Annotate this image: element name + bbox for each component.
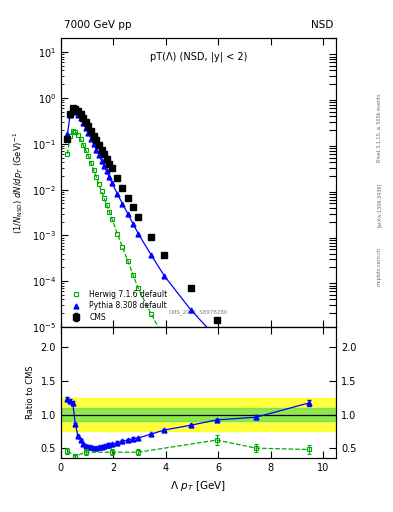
Herwig 7.1.6 default — [97, 181, 101, 187]
Herwig 7.1.6 default — [136, 285, 141, 291]
Bar — [61, 398, 336, 431]
Pythia 8.308 default — [188, 307, 193, 313]
Pythia 8.308 default — [115, 190, 119, 197]
Pythia 8.308 default — [110, 180, 114, 186]
Pythia 8.308 default — [105, 168, 109, 175]
Pythia 8.308 default — [81, 120, 86, 126]
Herwig 7.1.6 default — [215, 418, 219, 424]
Herwig 7.1.6 default — [107, 208, 112, 215]
Text: Rivet 3.1.10, ≥ 500k events: Rivet 3.1.10, ≥ 500k events — [377, 94, 382, 162]
Text: [arXiv:1306.3436]: [arXiv:1306.3436] — [377, 183, 382, 227]
Line: Herwig 7.1.6 default: Herwig 7.1.6 default — [65, 129, 311, 512]
Text: NSD: NSD — [311, 20, 333, 30]
Herwig 7.1.6 default — [120, 244, 125, 250]
Pythia 8.308 default — [97, 152, 101, 158]
Herwig 7.1.6 default — [70, 128, 75, 134]
Pythia 8.308 default — [125, 210, 130, 217]
Pythia 8.308 default — [120, 201, 125, 207]
Herwig 7.1.6 default — [86, 154, 91, 160]
Pythia 8.308 default — [136, 230, 141, 237]
Pythia 8.308 default — [107, 174, 112, 180]
Y-axis label: $(1/N_\mathrm{NSD})\ dN/dp_T\ (\mathrm{GeV})^{-1}$: $(1/N_\mathrm{NSD})\ dN/dp_T\ (\mathrm{G… — [12, 132, 26, 234]
Pythia 8.308 default — [102, 163, 107, 169]
Pythia 8.308 default — [73, 109, 78, 115]
Pythia 8.308 default — [78, 115, 83, 121]
Pythia 8.308 default — [89, 136, 94, 142]
Herwig 7.1.6 default — [105, 202, 109, 208]
Pythia 8.308 default — [70, 108, 75, 114]
Herwig 7.1.6 default — [115, 230, 119, 237]
Herwig 7.1.6 default — [99, 188, 104, 194]
Text: CMS_2011_S8978280: CMS_2011_S8978280 — [169, 310, 228, 315]
Herwig 7.1.6 default — [254, 463, 259, 470]
Herwig 7.1.6 default — [91, 167, 96, 173]
Text: 7000 GeV pp: 7000 GeV pp — [64, 20, 131, 30]
Herwig 7.1.6 default — [65, 151, 70, 157]
Herwig 7.1.6 default — [81, 142, 86, 148]
Pythia 8.308 default — [254, 365, 259, 371]
Pythia 8.308 default — [83, 125, 88, 131]
Herwig 7.1.6 default — [73, 129, 78, 135]
Herwig 7.1.6 default — [162, 336, 167, 342]
Line: Pythia 8.308 default: Pythia 8.308 default — [65, 109, 311, 399]
Herwig 7.1.6 default — [149, 311, 154, 317]
Herwig 7.1.6 default — [75, 132, 80, 138]
Pythia 8.308 default — [68, 112, 72, 118]
Pythia 8.308 default — [91, 141, 96, 147]
Text: mcplots.cern.ch: mcplots.cern.ch — [377, 247, 382, 286]
Pythia 8.308 default — [65, 132, 70, 138]
Pythia 8.308 default — [162, 273, 167, 279]
Pythia 8.308 default — [215, 335, 219, 341]
Text: pT(Λ) (NSD, |y| < 2): pT(Λ) (NSD, |y| < 2) — [150, 51, 247, 62]
Herwig 7.1.6 default — [110, 216, 114, 222]
Herwig 7.1.6 default — [83, 147, 88, 154]
Pythia 8.308 default — [94, 146, 99, 153]
Herwig 7.1.6 default — [102, 195, 107, 201]
Herwig 7.1.6 default — [68, 133, 72, 139]
Bar — [61, 408, 336, 421]
Pythia 8.308 default — [99, 158, 104, 164]
Herwig 7.1.6 default — [78, 136, 83, 142]
Herwig 7.1.6 default — [188, 381, 193, 388]
Herwig 7.1.6 default — [89, 160, 94, 166]
Herwig 7.1.6 default — [125, 258, 130, 264]
Pythia 8.308 default — [130, 221, 135, 227]
Herwig 7.1.6 default — [94, 174, 99, 180]
X-axis label: $\Lambda\ p_T\ [\mathrm{GeV}]$: $\Lambda\ p_T\ [\mathrm{GeV}]$ — [171, 479, 226, 493]
Pythia 8.308 default — [149, 252, 154, 258]
Pythia 8.308 default — [75, 112, 80, 118]
Y-axis label: Ratio to CMS: Ratio to CMS — [26, 366, 35, 419]
Pythia 8.308 default — [86, 130, 91, 136]
Pythia 8.308 default — [306, 394, 311, 400]
Legend: Herwig 7.1.6 default, Pythia 8.308 default, CMS: Herwig 7.1.6 default, Pythia 8.308 defau… — [65, 289, 169, 323]
Herwig 7.1.6 default — [130, 271, 135, 278]
